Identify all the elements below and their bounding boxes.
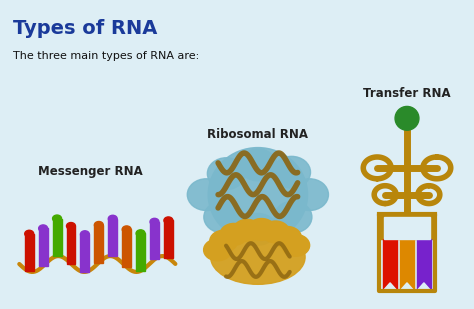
Bar (66, 226, 75, 264)
Ellipse shape (262, 221, 290, 243)
Ellipse shape (247, 218, 275, 240)
Ellipse shape (204, 239, 231, 261)
Ellipse shape (136, 230, 145, 237)
Ellipse shape (207, 158, 245, 189)
Ellipse shape (204, 201, 242, 233)
Bar (383, 239, 397, 291)
Bar (94, 225, 103, 263)
Ellipse shape (25, 230, 34, 237)
Ellipse shape (282, 235, 310, 256)
Ellipse shape (187, 179, 225, 210)
Bar (81, 234, 90, 272)
Bar (164, 220, 173, 258)
Bar (122, 229, 131, 267)
Bar (39, 228, 47, 266)
Circle shape (395, 106, 419, 130)
Text: Messenger RNA: Messenger RNA (38, 165, 143, 178)
Polygon shape (400, 283, 414, 291)
Text: Ribosomal RNA: Ribosomal RNA (208, 128, 309, 141)
Bar (25, 234, 34, 271)
Bar (384, 218, 430, 239)
Bar (417, 239, 431, 291)
Ellipse shape (210, 230, 305, 284)
Bar (400, 239, 414, 291)
Bar (379, 214, 435, 239)
Ellipse shape (81, 231, 90, 238)
Ellipse shape (239, 149, 277, 181)
Ellipse shape (239, 214, 277, 245)
Ellipse shape (291, 179, 328, 210)
Polygon shape (417, 283, 431, 291)
Ellipse shape (220, 223, 248, 245)
Ellipse shape (66, 222, 75, 230)
Text: Transfer RNA: Transfer RNA (363, 87, 451, 100)
Ellipse shape (108, 215, 117, 222)
Polygon shape (383, 283, 397, 291)
Bar (136, 233, 145, 271)
Text: The three main types of RNA are:: The three main types of RNA are: (13, 51, 200, 61)
Bar (108, 219, 117, 256)
Ellipse shape (273, 156, 310, 188)
Ellipse shape (274, 201, 312, 233)
Ellipse shape (208, 148, 308, 242)
Ellipse shape (94, 222, 103, 228)
Bar (53, 218, 62, 256)
Ellipse shape (164, 217, 173, 224)
Ellipse shape (273, 226, 301, 248)
Ellipse shape (210, 230, 237, 252)
Bar (150, 222, 159, 260)
Text: Types of RNA: Types of RNA (13, 19, 158, 38)
Ellipse shape (39, 225, 47, 232)
Ellipse shape (53, 215, 62, 222)
Ellipse shape (150, 218, 159, 225)
Ellipse shape (122, 226, 131, 233)
Ellipse shape (233, 219, 261, 241)
